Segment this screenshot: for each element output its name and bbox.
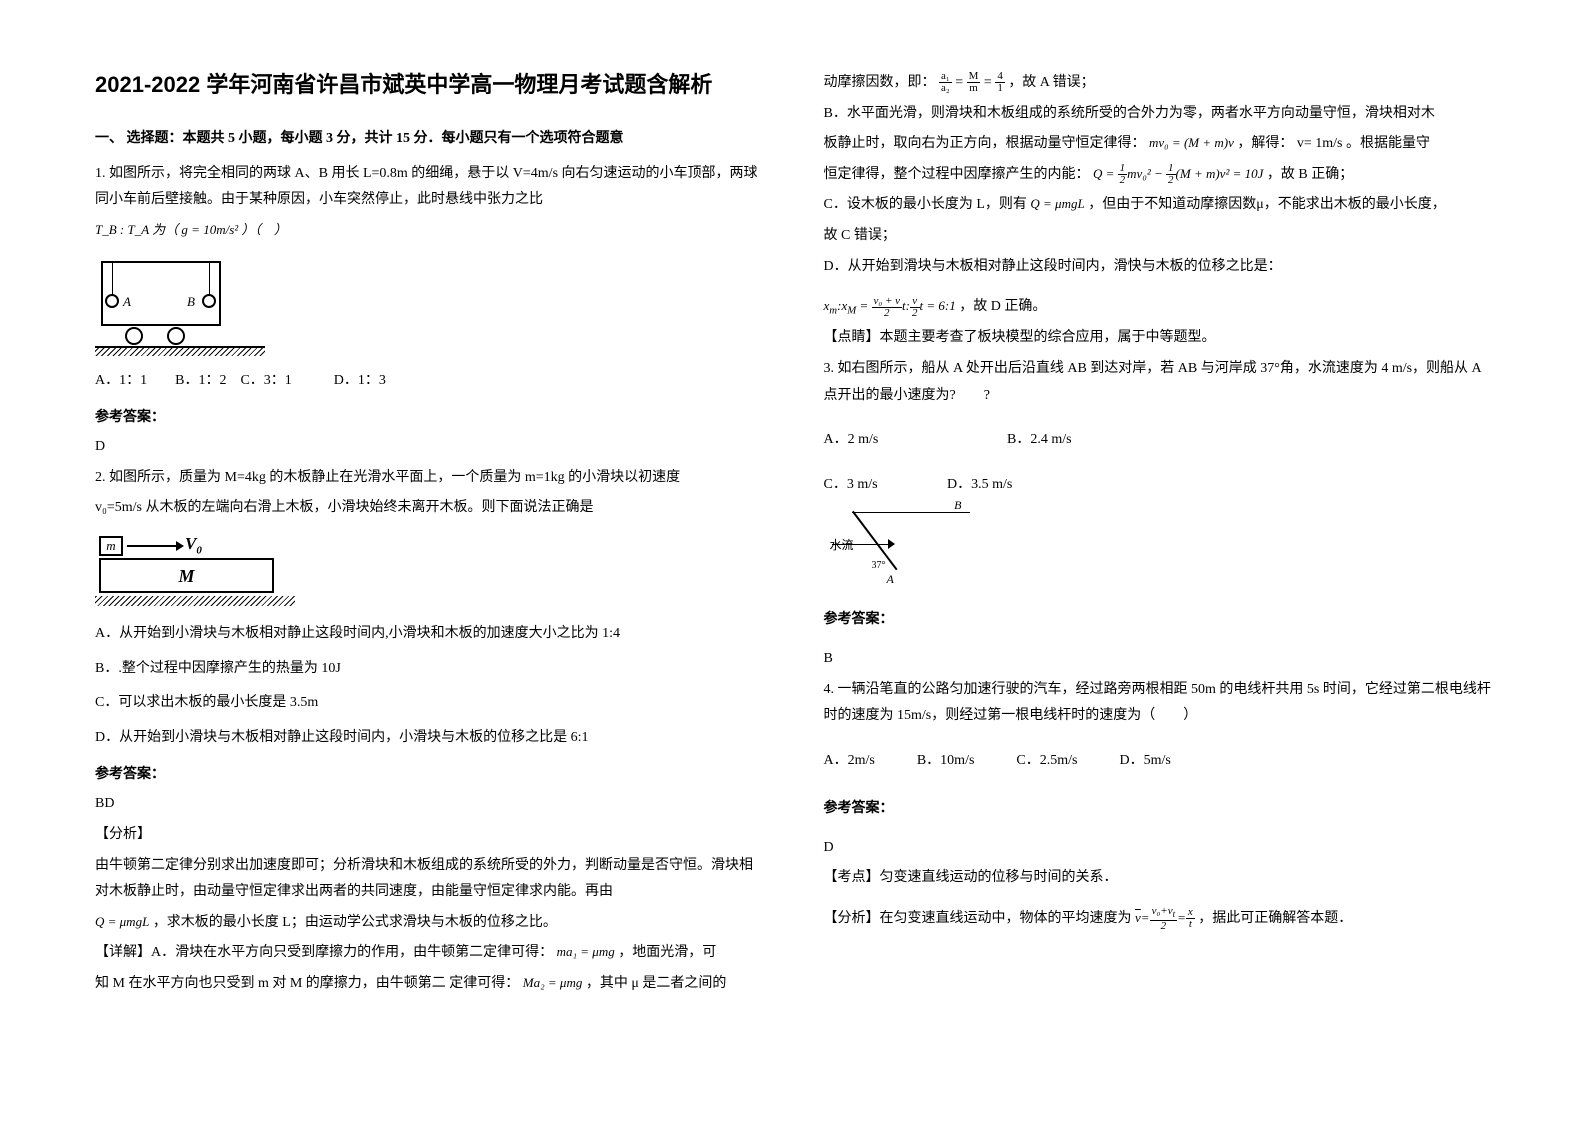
q1-answer: D [95, 434, 764, 461]
c2-d1: D．从开始到滑块与木板相对静止这段时间内，滑快与木板的位移之比是： [824, 254, 1493, 281]
q3-b: B．2.4 m/s [1007, 432, 1072, 447]
exam-title: 2021-2022 学年河南省许昌市斌英中学高一物理月考试题含解析 [95, 70, 764, 101]
q4-stem: 4. 一辆沿笔直的公路匀加速行驶的汽车，经过路旁两根相距 50m 的电线杆共用 … [824, 677, 1493, 730]
q2-answer: BD [95, 791, 764, 818]
c2-b3: 恒定律得，整个过程中因摩擦产生的内能： Q = 12mv₀² − 12(M + … [824, 162, 1493, 189]
q2-d2-txt: 知 M 在水平方向也只受到 m 对 M 的摩擦力，由牛顿第二 定律可得： [95, 976, 519, 991]
q2-answer-label: 参考答案： [95, 763, 764, 783]
q1-formula: T_B : T_A 为（ g = 10m/s² ）（ ） [95, 218, 287, 243]
q2-opt-a: A．从开始到小滑块与木板相对静止这段时间内,小滑块和木板的加速度大小之比为 1:… [95, 621, 764, 648]
q2-opt-b: B．.整个过程中因摩擦产生的热量为 10J [95, 656, 764, 683]
c2-c2: 故 C 错误； [824, 223, 1493, 250]
q1-answer-label: 参考答案： [95, 406, 764, 426]
c2-l1-pre: 动摩擦因数，即： [824, 75, 936, 90]
eq2: = [984, 75, 992, 90]
q2-q-formula: Q = μmgL [95, 910, 149, 935]
q2-d3-txt: ，其中 μ 是二者之间的 [586, 976, 727, 991]
c2-d2: xm:xM = v₀ + v2t:v2t = 6:1 ，故 D 正确。 [824, 294, 1493, 321]
q2-analysis-label: 【分析】 [95, 822, 764, 849]
q1-stem-2: T_B : T_A 为（ g = 10m/s² ）（ ） [95, 218, 764, 245]
q2-detail-1: 【详解】A．滑块在水平方向只受到摩擦力的作用，由牛顿第二定律可得： ma₁ = … [95, 940, 764, 967]
frac-a1a2: a₁a₂ [939, 71, 952, 94]
section-heading: 一、 选择题：本题共 5 小题，每小题 3 分，共计 15 分．每小题只有一个选… [95, 127, 764, 147]
q3-d: D．3.5 m/s [947, 477, 1012, 492]
c2-d2-post: ，故 D 正确。 [959, 299, 1046, 314]
c2-b3-post: ，故 B 正确； [1267, 167, 1353, 182]
q3-a: A．2 m/s [824, 427, 1004, 454]
q4-fx-post: ，据此可正确解答本题． [1198, 911, 1352, 926]
q2-opt-c: C．可以求出木板的最小长度是 3.5m [95, 690, 764, 717]
c2-b2-post: ，解得： v= 1m/s 。根据能量守 [1237, 136, 1430, 151]
c2-c-f: Q = μmgL [1030, 192, 1084, 217]
q2-f2: Ma₂ = μmg [523, 971, 583, 996]
frac-Mm: Mm [967, 71, 981, 94]
q2-opt-d: D．从开始到小滑块与木板相对静止这段时间内，小滑块与木板的位移之比是 6:1 [95, 725, 764, 752]
q2-detail-pre: 【详解】A．滑块在水平方向只受到摩擦力的作用，由牛顿第二定律可得： [95, 945, 553, 960]
q4-kaodian: 【考点】匀变速直线运动的位移与时间的关系． [824, 865, 1493, 892]
frac-41: 41 [995, 71, 1005, 94]
q3-figure: B 水流 37° A [832, 512, 972, 592]
c2-c-post: ，但由于不知道动摩擦因数μ，不能求出木板的最小长度， [1088, 197, 1446, 212]
c2-point: 【点睛】本题主要考查了板块模型的综合应用，属于中等题型。 [824, 325, 1493, 352]
q2-ana2-txt: ，求木板的最小长度 L；由运动学公式求滑块与木板的位移之比。 [153, 915, 557, 930]
q2-detail-mid: ，地面光滑，可 [618, 945, 716, 960]
q3-stem: 3. 如右图所示，船从 A 处开出后沿直线 AB 到达对岸，若 AB 与河岸成 … [824, 356, 1493, 409]
q2-detail-2: 知 M 在水平方向也只受到 m 对 M 的摩擦力，由牛顿第二 定律可得： Ma₂… [95, 971, 764, 998]
c2-b3-f: Q = 12mv₀² − 12(M + m)v² = 10J [1093, 162, 1263, 187]
q2-ana-1: 由牛顿第二定律分别求出加速度即可；分析滑块和木板组成的系统所受的外力，判断动量是… [95, 853, 764, 906]
q2-ana-2: Q = μmgL ，求木板的最小长度 L；由运动学公式求滑块与木板的位移之比。 [95, 910, 764, 937]
q4-answer: D [824, 835, 1493, 862]
q2-figure: m V0 M [95, 536, 305, 611]
q3-answer-label: 参考答案： [824, 608, 1493, 628]
c2-c-pre: C．设木板的最小长度为 L，则有 [824, 197, 1027, 212]
c2-b3-pre: 恒定律得，整个过程中因摩擦产生的内能： [824, 167, 1090, 182]
c2-b1: B．水平面光滑，则滑块和木板组成的系统所受的合外力为零，两者水平方向动量守恒，滑… [824, 101, 1493, 128]
q2-stem-2: v₀=5m/s 从木板的左端向右滑上木板，小滑块始终未离开木板。则下面说法正确是 [95, 495, 764, 522]
c2-d2-f: xm:xM = v₀ + v2t:v2t = 6:1 [824, 294, 956, 321]
q4-fenxi: 【分析】在匀变速直线运动中，物体的平均速度为 v=v₀+vt2=xt ，据此可正… [824, 906, 1493, 933]
c2-c1: C．设木板的最小长度为 L，则有 Q = μmgL ，但由于不知道动摩擦因数μ，… [824, 192, 1493, 219]
q4-fx-pre: 【分析】在匀变速直线运动中，物体的平均速度为 [824, 911, 1132, 926]
q2-f1: ma₁ = μmg [557, 940, 615, 965]
q3-answer: B [824, 646, 1493, 673]
c2-line1: 动摩擦因数，即： a₁a₂ = Mm = 41 ，故 A 错误； [824, 70, 1493, 97]
q3-opts-2: C．3 m/s D．3.5 m/s [824, 472, 1493, 499]
q1-figure: AB [95, 261, 265, 356]
q1-stem-1: 1. 如图所示，将完全相同的两球 A、B 用长 L=0.8m 的细绳，悬于以 V… [95, 161, 764, 214]
c2-b2-pre: 板静止时，取向右为正方向，根据动量守恒定律得： [824, 136, 1146, 151]
c2-l1-post: ，故 A 错误； [1008, 75, 1094, 90]
q3-opts-1: A．2 m/s B．2.4 m/s [824, 427, 1493, 454]
q1-options: A．1：1 B．1：2 C．3：1 D．1：3 [95, 368, 764, 395]
c2-b2-f: mv₀ = (M + m)v [1149, 131, 1234, 156]
eq1: = [955, 75, 963, 90]
q3-c: C．3 m/s [824, 472, 944, 499]
q4-options: A．2m/s B．10m/s C．2.5m/s D．5m/s [824, 748, 1493, 775]
q4-answer-label: 参考答案： [824, 797, 1493, 817]
c2-b2: 板静止时，取向右为正方向，根据动量守恒定律得： mv₀ = (M + m)v ，… [824, 131, 1493, 158]
q2-stem-1: 2. 如图所示，质量为 M=4kg 的木板静止在光滑水平面上，一个质量为 m=1… [95, 465, 764, 492]
